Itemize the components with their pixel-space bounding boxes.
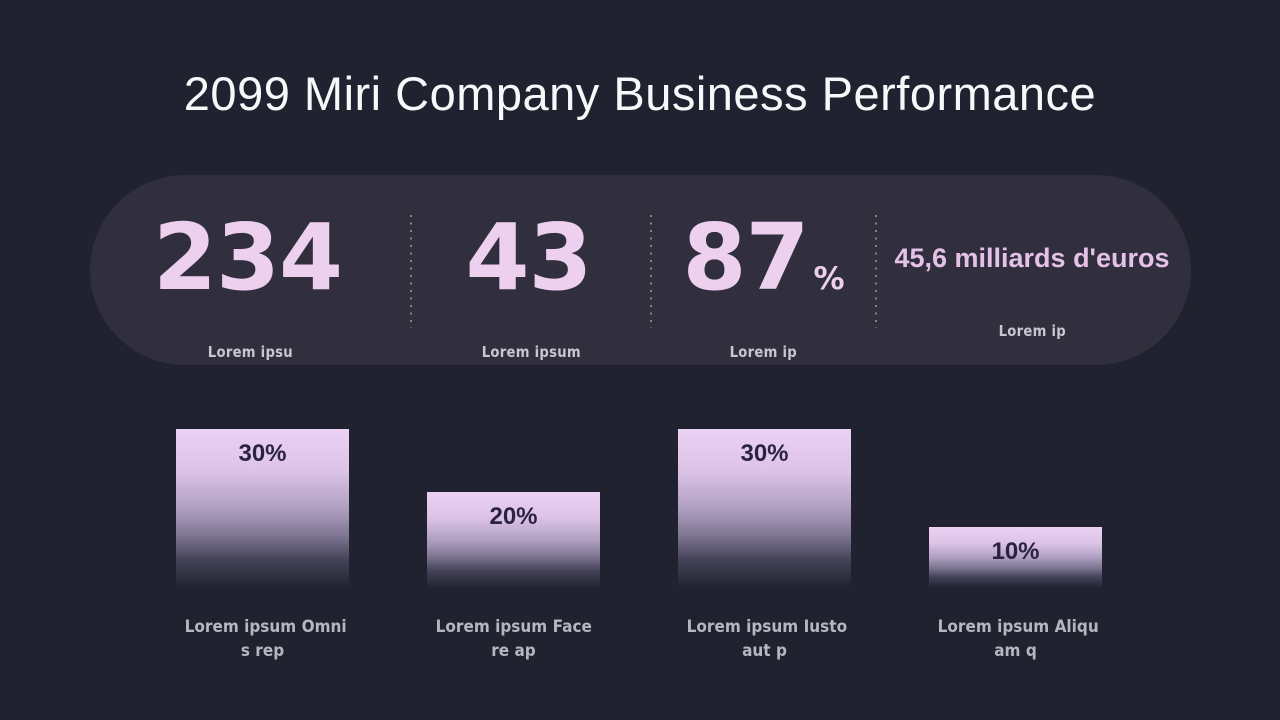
dotted-divider — [410, 215, 412, 328]
bar-caption-line-2: re ap — [491, 641, 536, 661]
stat-item-2: 43 Lorem ipsum — [412, 175, 650, 365]
stat-number-3: 87 — [682, 204, 809, 311]
bar-caption-line-1: Lorem ipsum Aliqu — [937, 617, 1099, 637]
bar-caption: Lorem ipsum Iusto aut p — [686, 615, 848, 663]
bar-group-4: 10% Lorem ipsum Aliqu am q — [929, 527, 1102, 663]
bar-chart: 30% Lorem ipsum Omni s rep 20% Lorem ips… — [176, 429, 1102, 663]
dotted-divider — [650, 215, 652, 328]
stat-number-2: 43 — [465, 204, 592, 311]
stat-value-1: 234 — [153, 210, 347, 327]
stat-item-1: 234 Lorem ipsu — [90, 175, 410, 365]
stat-label-2: Lorem ipsum — [481, 343, 581, 361]
stat-suffix-3: % — [813, 261, 845, 297]
stat-label-4: Lorem ip — [998, 322, 1066, 340]
bar-caption-line-1: Lorem ipsum Iusto — [686, 617, 848, 637]
stat-item-3: 87% Lorem ip — [652, 175, 875, 365]
bar-group-2: 20% Lorem ipsum Face re ap — [427, 492, 600, 663]
stat-item-4: 45,6 milliards d'euros Lorem ip — [877, 175, 1187, 365]
bar-caption-line-2: am q — [994, 641, 1037, 661]
bar-value-label: 20% — [489, 503, 538, 530]
stat-label-3: Lorem ip — [729, 343, 798, 361]
bar: 30% — [176, 429, 349, 588]
bar-value-label: 10% — [991, 538, 1040, 565]
bar-value-label: 30% — [238, 440, 287, 467]
bar: 20% — [427, 492, 600, 588]
bar: 10% — [929, 527, 1102, 588]
bar-caption-line-2: aut p — [742, 641, 787, 661]
bar-group-3: 30% Lorem ipsum Iusto aut p — [678, 429, 851, 663]
bar-caption: Lorem ipsum Face re ap — [436, 615, 592, 663]
stats-summary-panel: 234 Lorem ipsu 43 Lorem ipsum 87% Lorem … — [90, 175, 1191, 365]
bar-caption-line-1: Lorem ipsum Face — [435, 617, 592, 637]
stat-value-3: 87% — [682, 210, 844, 327]
bar-value-label: 30% — [740, 440, 789, 467]
bar-caption: Lorem ipsum Aliqu am q — [937, 615, 1099, 663]
page-title: 2099 Miri Company Business Performance — [183, 67, 1097, 120]
stat-value-4: 45,6 milliards d'euros — [894, 243, 1170, 273]
stat-number-1: 234 — [152, 204, 343, 311]
bar-caption-line-2: s rep — [240, 641, 285, 661]
bar: 30% — [678, 429, 851, 588]
dotted-divider — [875, 215, 877, 328]
bar-caption: Lorem ipsum Omni s rep — [184, 615, 347, 663]
bar-caption-line-1: Lorem ipsum Omni — [184, 617, 347, 637]
stat-label-1: Lorem ipsu — [207, 343, 293, 361]
bar-group-1: 30% Lorem ipsum Omni s rep — [176, 429, 349, 663]
stat-value-2: 43 — [465, 210, 596, 327]
